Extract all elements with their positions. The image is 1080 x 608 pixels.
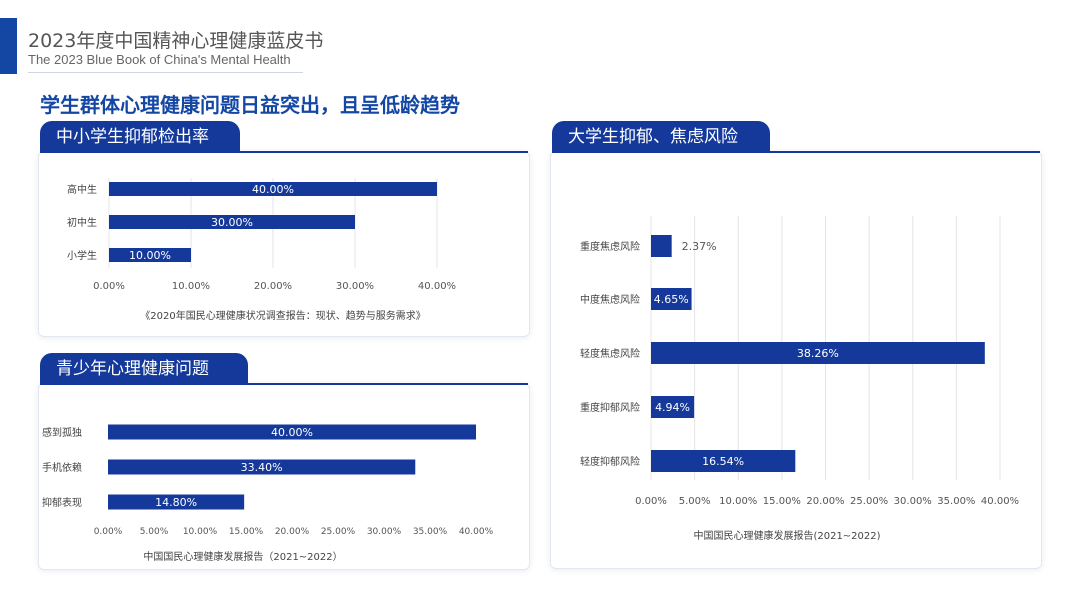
tab-underline	[40, 151, 528, 153]
tab-college-depression-anxiety: 大学生抑郁、焦虑风险	[552, 121, 770, 153]
chart-source-note: 《2020年国民心理健康状况调查报告：现状、趋势与服务需求》	[140, 311, 426, 322]
x-tick-label: 15.00%	[763, 496, 801, 507]
category-label: 初中生	[67, 216, 97, 229]
chart-source-note: 中国国民心理健康发展报告（2021~2022）	[143, 552, 343, 563]
data-label: 4.65%	[654, 293, 689, 306]
x-tick-label: 25.00%	[850, 496, 888, 507]
x-tick-label: 0.00%	[635, 496, 667, 507]
bar	[651, 288, 692, 310]
tab-youth-mental-health: 青少年心理健康问题	[40, 353, 248, 385]
bar	[109, 182, 437, 196]
category-label: 抑郁表现	[42, 496, 82, 509]
data-label: 33.40%	[241, 461, 283, 474]
x-tick-label: 15.00%	[229, 527, 264, 537]
category-label: 中度焦虑风险	[580, 293, 640, 306]
data-label: 16.54%	[702, 455, 744, 468]
bar	[651, 235, 672, 257]
x-tick-label: 20.00%	[806, 496, 844, 507]
x-tick-label: 0.00%	[94, 527, 123, 537]
tab-underline	[552, 151, 1040, 153]
report-title: 2023年度中国精神心理健康蓝皮书	[28, 30, 324, 52]
chart-college-depression-anxiety: 0.00% 5.00% 10.00% 15.00% 20.00% 25.00% 30.00%…	[580, 216, 1019, 507]
data-label: 38.26%	[797, 347, 839, 360]
header-divider	[28, 72, 303, 73]
x-tick-label: 20.00%	[275, 527, 310, 537]
tab-underline	[40, 383, 528, 385]
bar	[651, 342, 985, 364]
x-tick-label: 10.00%	[719, 496, 757, 507]
bar	[108, 424, 476, 440]
x-tick-label: 20.00%	[254, 281, 292, 292]
tab-primary-secondary-depression: 中小学生抑郁检出率	[40, 121, 240, 153]
data-label: 40.00%	[252, 183, 294, 196]
chart-primary-secondary-depression: 0.00% 10.00% 20.00% 30.00% 40.00% 高中生 40.00% 初中…	[67, 178, 456, 292]
x-tick-label: 40.00%	[459, 527, 494, 537]
category-label: 感到孤独	[42, 426, 82, 439]
data-label: 14.80%	[155, 496, 197, 509]
x-tick-label: 0.00%	[93, 281, 125, 292]
bar	[109, 215, 355, 229]
chart-source-note: 中国国民心理健康发展报告(2021~2022)	[693, 531, 881, 542]
x-tick-label: 5.00%	[679, 496, 711, 507]
x-tick-label: 5.00%	[140, 527, 169, 537]
header-accent-bar	[0, 18, 17, 74]
data-label: 2.37%	[682, 240, 717, 253]
data-label: 30.00%	[211, 216, 253, 229]
x-tick-label: 35.00%	[413, 527, 448, 537]
data-label: 40.00%	[271, 426, 313, 439]
bar	[651, 450, 796, 472]
category-label: 重度焦虑风险	[580, 240, 640, 253]
bar	[108, 459, 416, 475]
bar	[651, 396, 695, 418]
x-tick-label: 30.00%	[336, 281, 374, 292]
x-tick-label: 25.00%	[321, 527, 356, 537]
category-label: 轻度焦虑风险	[580, 347, 640, 360]
chart-youth-mental-health: 0.00% 5.00% 10.00% 15.00% 20.00% 25.00% 30.00%…	[42, 424, 494, 537]
data-label: 4.94%	[655, 401, 690, 414]
x-tick-label: 40.00%	[418, 281, 456, 292]
x-tick-label: 10.00%	[172, 281, 210, 292]
x-tick-label: 10.00%	[183, 527, 218, 537]
category-label: 高中生	[67, 183, 97, 196]
category-label: 手机依赖	[42, 461, 82, 474]
page-title: 学生群体心理健康问题日益突出，且呈低龄趋势	[40, 93, 460, 117]
data-label: 10.00%	[129, 249, 171, 262]
x-tick-label: 30.00%	[894, 496, 932, 507]
category-label: 重度抑郁风险	[580, 401, 640, 414]
bar	[108, 494, 245, 510]
x-tick-label: 40.00%	[981, 496, 1019, 507]
bar	[109, 248, 191, 262]
category-label: 小学生	[67, 249, 97, 262]
category-label: 轻度抑郁风险	[580, 455, 640, 468]
x-tick-label: 30.00%	[367, 527, 402, 537]
x-tick-label: 35.00%	[937, 496, 975, 507]
report-subtitle: The 2023 Blue Book of China's Mental Hea…	[28, 52, 291, 67]
